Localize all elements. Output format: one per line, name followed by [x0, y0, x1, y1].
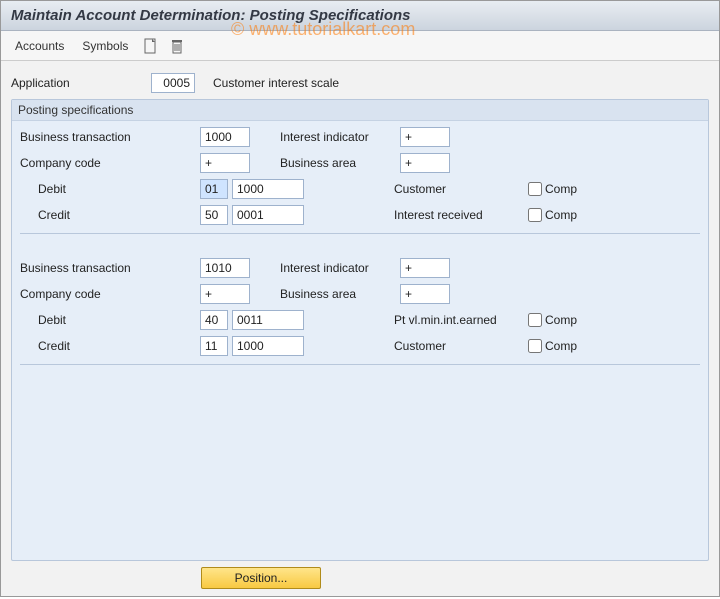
application-label: Application [11, 76, 151, 90]
debit-account-desc-1: Pt vl.min.int.earned [394, 313, 524, 327]
business-area-label-1: Business area [280, 287, 400, 301]
credit-comp-check-1[interactable] [528, 339, 542, 353]
debit-label: Debit [38, 182, 200, 196]
separator-0 [20, 233, 700, 234]
accounts-menu[interactable]: Accounts [7, 36, 72, 56]
comp-label-3: Comp [545, 313, 577, 327]
separator-1 [20, 364, 700, 365]
business-transaction-input-1[interactable] [200, 258, 250, 278]
debit-comp-check-1[interactable] [528, 313, 542, 327]
credit-account-0[interactable] [232, 205, 304, 225]
business-area-input-1[interactable] [400, 284, 450, 304]
business-transaction-input-0[interactable] [200, 127, 250, 147]
position-button[interactable]: Position... [201, 567, 321, 589]
main-window: © www.tutorialkart.com Maintain Account … [0, 0, 720, 597]
credit-account-desc-1: Customer [394, 339, 524, 353]
business-transaction-label: Business transaction [20, 130, 200, 144]
credit-label-1: Credit [38, 339, 200, 353]
interest-indicator-label-1: Interest indicator [280, 261, 400, 275]
company-code-label: Company code [20, 156, 200, 170]
application-value[interactable] [151, 73, 195, 93]
debit-account-0[interactable] [232, 179, 304, 199]
interest-indicator-input-0[interactable] [400, 127, 450, 147]
business-transaction-label-1: Business transaction [20, 261, 200, 275]
application-description: Customer interest scale [213, 76, 339, 90]
debit-account-1[interactable] [232, 310, 304, 330]
debit-posting-key-1[interactable] [200, 310, 228, 330]
credit-account-desc-0: Interest received [394, 208, 524, 222]
comp-label: Comp [545, 182, 577, 196]
business-area-input-0[interactable] [400, 153, 450, 173]
credit-posting-key-0[interactable] [200, 205, 228, 225]
comp-label-2: Comp [545, 208, 577, 222]
debit-posting-key-0[interactable] [200, 179, 228, 199]
debit-account-desc-0: Customer [394, 182, 524, 196]
company-code-input-0[interactable] [200, 153, 250, 173]
toolbar: Accounts Symbols [1, 31, 719, 61]
interest-indicator-input-1[interactable] [400, 258, 450, 278]
delete-icon[interactable] [166, 35, 188, 57]
content-area: Application Customer interest scale Post… [1, 61, 719, 599]
posting-spec-body: Business transaction Interest indicator … [12, 121, 708, 375]
credit-posting-key-1[interactable] [200, 336, 228, 356]
credit-comp-check-0[interactable] [528, 208, 542, 222]
company-code-input-1[interactable] [200, 284, 250, 304]
create-icon[interactable] [140, 35, 162, 57]
credit-account-1[interactable] [232, 336, 304, 356]
interest-indicator-label: Interest indicator [280, 130, 400, 144]
company-code-label-1: Company code [20, 287, 200, 301]
comp-label-4: Comp [545, 339, 577, 353]
symbols-menu[interactable]: Symbols [74, 36, 136, 56]
business-area-label: Business area [280, 156, 400, 170]
debit-label-1: Debit [38, 313, 200, 327]
credit-label: Credit [38, 208, 200, 222]
debit-comp-check-0[interactable] [528, 182, 542, 196]
application-row: Application Customer interest scale [11, 71, 709, 95]
posting-spec-panel: Posting specifications Business transact… [11, 99, 709, 561]
window-title: Maintain Account Determination: Posting … [1, 1, 719, 31]
posting-spec-title: Posting specifications [12, 100, 708, 121]
